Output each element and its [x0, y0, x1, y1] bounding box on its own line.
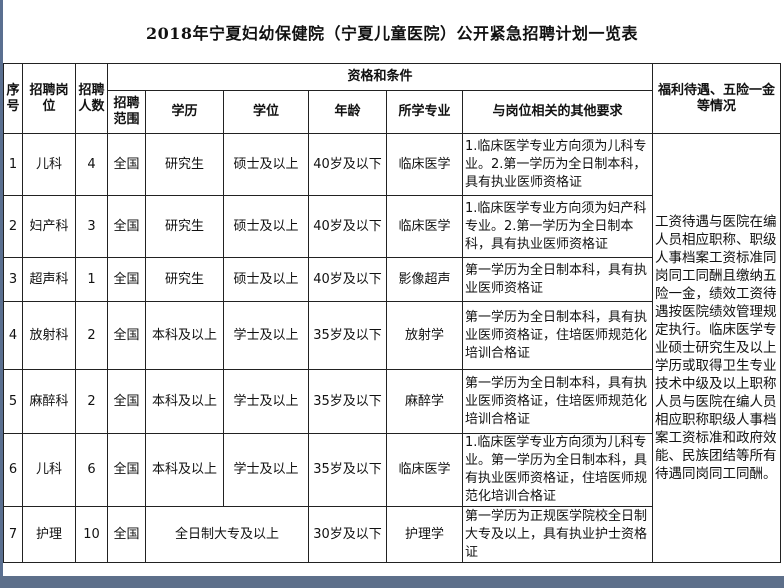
- cell-education: 研究生: [145, 257, 224, 302]
- header-scope: 招聘范围: [107, 90, 146, 134]
- cell-count: 2: [75, 369, 108, 434]
- cell-education: 本科及以上: [145, 369, 224, 434]
- recruitment-table: 序号 招聘岗位 招聘人数 资格和条件 福利待遇、五险一金等情况 招聘范围 学历 …: [3, 63, 781, 563]
- cell-position: 妇产科: [22, 195, 76, 258]
- cell-degree: 硕士及以上: [223, 133, 309, 196]
- cell-other: 1.临床医学专业方向须为妇产科专业。2.第一学历为全日制本科，具有执业医师资格证: [462, 195, 653, 258]
- cell-major: 麻醉学: [386, 369, 463, 434]
- cell-major: 放射学: [386, 301, 463, 370]
- cell-scope: 全国: [107, 195, 146, 258]
- window-left-edge: [0, 0, 3, 588]
- header-education: 学历: [145, 90, 224, 134]
- cell-other: 第一学历为全日制本科，具有执业医师资格证: [462, 257, 653, 302]
- cell-age: 40岁及以下: [308, 195, 387, 258]
- cell-degree: 硕士及以上: [223, 257, 309, 302]
- cell-index: 1: [3, 133, 23, 196]
- cell-other: 第一学历为正规医学院校全日制大专及以上，具有执业护士资格证: [462, 506, 653, 563]
- cell-education: 研究生: [145, 195, 224, 258]
- cell-major: 临床医学: [386, 133, 463, 196]
- cell-major: 临床医学: [386, 195, 463, 258]
- cell-age: 40岁及以下: [308, 133, 387, 196]
- cell-index: 6: [3, 433, 23, 507]
- cell-count: 2: [75, 301, 108, 370]
- header-major: 所学专业: [386, 90, 463, 134]
- cell-count: 6: [75, 433, 108, 507]
- cell-major: 护理学: [386, 506, 463, 563]
- cell-other: 1.临床医学专业方向须为儿科专业。第一学历为全日制本科，具有执业医师资格证，住培…: [462, 433, 653, 507]
- cell-position: 麻醉科: [22, 369, 76, 434]
- cell-major: 临床医学: [386, 433, 463, 507]
- cell-age: 35岁及以下: [308, 369, 387, 434]
- cell-index: 7: [3, 506, 23, 563]
- header-benefits: 福利待遇、五险一金等情况: [652, 63, 781, 134]
- cell-position: 放射科: [22, 301, 76, 370]
- cell-position: 护理: [22, 506, 76, 563]
- cell-age: 35岁及以下: [308, 433, 387, 507]
- cell-benefits: 工资待遇与医院在编人员相应职称、职级人事档案工资标准同岗同工同酬且缴纳五险一金，…: [652, 133, 781, 563]
- cell-position: 儿科: [22, 133, 76, 196]
- cell-index: 4: [3, 301, 23, 370]
- cell-index: 5: [3, 369, 23, 434]
- table-row: 7 护理 10 全国 全日制大专及以上 30岁及以下 护理学 第一学历为正规医学…: [3, 506, 781, 563]
- cell-index: 2: [3, 195, 23, 258]
- cell-education: 本科及以上: [145, 433, 224, 507]
- page-title: 2018年宁夏妇幼保健院（宁夏儿童医院）公开紧急招聘计划一览表: [145, 24, 639, 43]
- cell-position: 超声科: [22, 257, 76, 302]
- cell-age: 35岁及以下: [308, 301, 387, 370]
- header-other: 与岗位相关的其他要求: [462, 90, 653, 134]
- cell-degree: 硕士及以上: [223, 195, 309, 258]
- cell-education: 全日制大专及以上: [145, 506, 309, 563]
- window-bottom-edge: [0, 576, 784, 588]
- cell-count: 1: [75, 257, 108, 302]
- cell-position: 儿科: [22, 433, 76, 507]
- cell-scope: 全国: [107, 257, 146, 302]
- cell-scope: 全国: [107, 433, 146, 507]
- cell-scope: 全国: [107, 133, 146, 196]
- header-qualifications: 资格和条件: [107, 63, 653, 91]
- cell-other: 第一学历为全日制本科，具有执业医师资格证，住培医师规范化培训合格证: [462, 369, 653, 434]
- cell-count: 4: [75, 133, 108, 196]
- table-row: 2 妇产科 3 全国 研究生 硕士及以上 40岁及以下 临床医学 1.临床医学专…: [3, 195, 781, 258]
- header-position: 招聘岗位: [22, 63, 76, 134]
- cell-count: 3: [75, 195, 108, 258]
- cell-degree: 学士及以上: [223, 433, 309, 507]
- cell-age: 40岁及以下: [308, 257, 387, 302]
- header-count: 招聘人数: [75, 63, 108, 134]
- header-index: 序号: [3, 63, 23, 134]
- cell-scope: 全国: [107, 369, 146, 434]
- header-degree: 学位: [223, 90, 309, 134]
- cell-education: 研究生: [145, 133, 224, 196]
- cell-index: 3: [3, 257, 23, 302]
- table-row: 1 儿科 4 全国 研究生 硕士及以上 40岁及以下 临床医学 1.临床医学专业…: [3, 133, 781, 563]
- cell-other: 第一学历为全日制本科，具有执业医师资格证，住培医师规范化培训合格证: [462, 301, 653, 370]
- cell-age: 30岁及以下: [308, 506, 387, 563]
- table-row: 4 放射科 2 全国 本科及以上 学士及以上 35岁及以下 放射学 第一学历为全…: [3, 301, 781, 370]
- cell-other: 1.临床医学专业方向须为儿科专业。2.第一学历为全日制本科，具有执业医师资格证: [462, 133, 653, 196]
- cell-degree: 学士及以上: [223, 301, 309, 370]
- cell-scope: 全国: [107, 301, 146, 370]
- cell-education: 本科及以上: [145, 301, 224, 370]
- cell-major: 影像超声: [386, 257, 463, 302]
- header-age: 年龄: [308, 90, 387, 134]
- table-row: 6 儿科 6 全国 本科及以上 学士及以上 35岁及以下 临床医学 1.临床医学…: [3, 433, 781, 507]
- cell-scope: 全国: [107, 506, 146, 563]
- cell-degree: 学士及以上: [223, 369, 309, 434]
- cell-count: 10: [75, 506, 108, 563]
